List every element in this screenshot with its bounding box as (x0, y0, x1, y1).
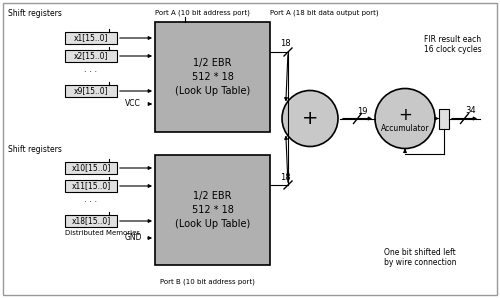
Circle shape (375, 89, 435, 148)
Text: 1/2 EBR: 1/2 EBR (193, 58, 232, 68)
Text: 19: 19 (357, 107, 368, 116)
Text: 18: 18 (280, 173, 290, 181)
Text: . . .: . . . (84, 195, 98, 204)
Text: Port A (10 bit address port): Port A (10 bit address port) (155, 10, 250, 16)
Text: x9[15..0]: x9[15..0] (74, 86, 108, 95)
Text: 34: 34 (465, 106, 476, 115)
Text: (Look Up Table): (Look Up Table) (175, 219, 250, 229)
Text: (Look Up Table): (Look Up Table) (175, 86, 250, 96)
Text: 1/2 EBR: 1/2 EBR (193, 191, 232, 201)
Bar (65, 180, 117, 192)
Text: 512 * 18: 512 * 18 (192, 205, 234, 215)
Text: Shift registers: Shift registers (8, 9, 62, 18)
Text: One bit shifted left
by wire connection: One bit shifted left by wire connection (384, 248, 456, 267)
Bar (65, 162, 117, 174)
Text: x1[15..0]: x1[15..0] (74, 33, 108, 43)
Text: GND: GND (125, 234, 142, 243)
Text: 18: 18 (280, 40, 290, 49)
Bar (65, 32, 117, 44)
Text: x11[15..0]: x11[15..0] (72, 181, 110, 190)
Bar (155, 155, 270, 265)
Text: x18[15..0]: x18[15..0] (72, 217, 110, 226)
Circle shape (282, 91, 338, 147)
Bar (155, 22, 270, 132)
Text: Accumulator: Accumulator (381, 124, 429, 133)
Bar (439, 108, 449, 128)
Text: . . .: . . . (84, 66, 98, 74)
Text: Port B (10 bit address port): Port B (10 bit address port) (160, 279, 255, 285)
Text: +: + (398, 105, 412, 123)
Text: 512 * 18: 512 * 18 (192, 72, 234, 82)
Text: Distributed Memories: Distributed Memories (65, 230, 140, 236)
Bar (65, 215, 117, 227)
Text: x10[15..0]: x10[15..0] (72, 164, 110, 173)
Text: FIR result each
16 clock cycles: FIR result each 16 clock cycles (424, 35, 482, 55)
Text: Port A (18 bit data output port): Port A (18 bit data output port) (270, 10, 378, 16)
Bar (65, 85, 117, 97)
Text: +: + (302, 109, 318, 128)
Bar (65, 50, 117, 62)
Text: x2[15..0]: x2[15..0] (74, 52, 108, 60)
Text: VCC: VCC (125, 100, 141, 108)
Text: Shift registers: Shift registers (8, 145, 62, 154)
